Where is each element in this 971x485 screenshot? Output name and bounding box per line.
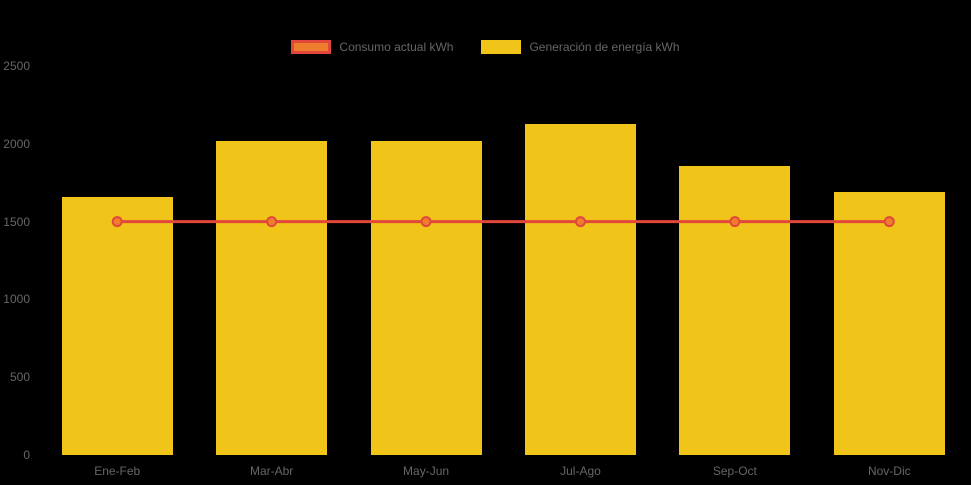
legend-swatch-generacion (481, 40, 522, 54)
y-axis-tick-label: 1500 (3, 214, 30, 229)
bar-Sep-Oct[interactable] (679, 166, 791, 455)
bar-May-Jun[interactable] (370, 141, 482, 455)
y-axis-tick-label: 1000 (3, 292, 30, 307)
bar-Mar-Abr[interactable] (216, 140, 328, 455)
x-axis-tick-label: May-Jun (403, 464, 450, 478)
y-axis-tick-label: 0 (23, 448, 30, 462)
legend-swatch-consumo (291, 40, 332, 54)
legend-item-consumo[interactable]: Consumo actual kWh (291, 40, 453, 54)
y-axis-tick-label: 2000 (3, 136, 30, 151)
legend-item-generacion[interactable]: Generación de energía kWh (481, 40, 680, 54)
x-axis-tick-label: Mar-Abr (249, 464, 294, 478)
x-axis-tick-label: Jul-Ago (560, 464, 601, 478)
legend-label-generacion: Generación de energía kWh (529, 40, 680, 54)
x-axis-tick-label: Nov-Dic (867, 464, 911, 478)
chart-legend: Consumo actual kWh Generación de energía… (0, 40, 971, 54)
bar-Jul-Ago[interactable] (524, 123, 636, 455)
y-axis-tick-label: 2500 (3, 59, 30, 73)
x-axis-tick-label: Sep-Oct (712, 464, 757, 478)
bar-Nov-Dic[interactable] (833, 192, 945, 455)
y-axis-tick-label: 500 (9, 370, 30, 385)
bar-Ene-Feb[interactable] (61, 197, 173, 455)
x-axis-tick-label: Ene-Feb (94, 464, 141, 478)
legend-label-consumo: Consumo actual kWh (339, 40, 454, 54)
